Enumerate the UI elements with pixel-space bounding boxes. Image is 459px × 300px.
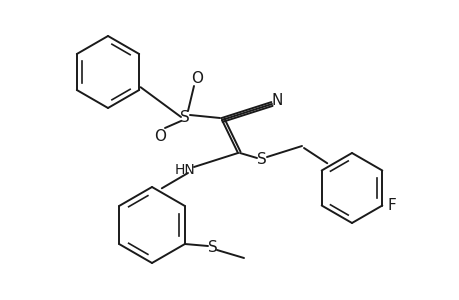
Text: F: F bbox=[387, 198, 396, 213]
Text: N: N bbox=[271, 92, 282, 107]
Text: S: S bbox=[180, 110, 190, 124]
Text: HN: HN bbox=[174, 163, 195, 177]
Text: S: S bbox=[207, 241, 218, 256]
Text: O: O bbox=[190, 70, 202, 86]
Text: S: S bbox=[257, 152, 266, 166]
Text: O: O bbox=[154, 128, 166, 143]
